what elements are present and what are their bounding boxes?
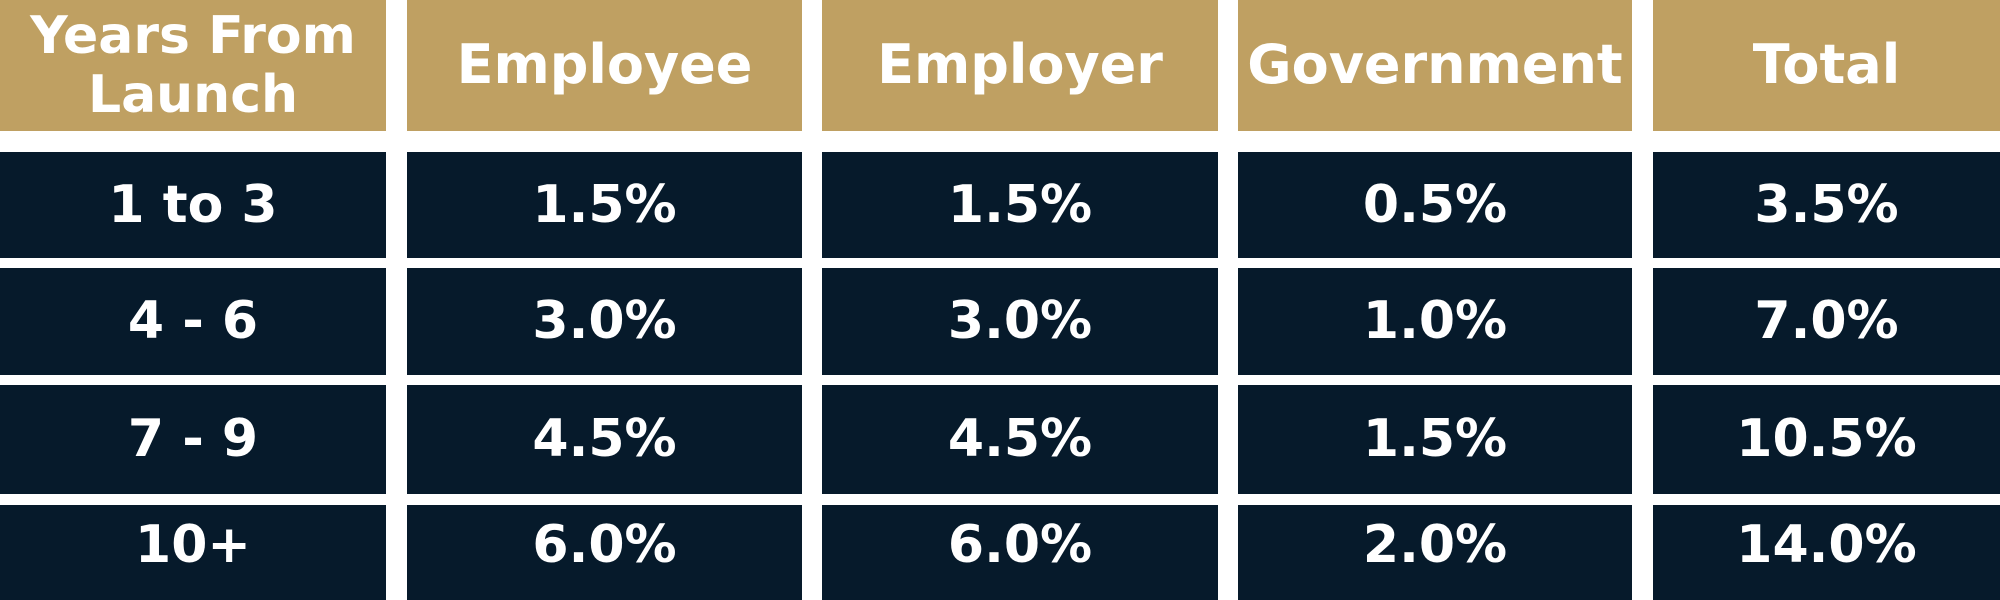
cell-row4-total-col: 14.0% xyxy=(1653,505,2000,600)
cell-row4-employee-col: 6.0% xyxy=(407,505,802,600)
header-employer-col: Employer xyxy=(822,0,1218,131)
header-employee-col: Employee xyxy=(407,0,802,131)
cell-row2-total-col: 7.0% xyxy=(1653,268,2000,375)
cell-row3-employer-col: 4.5% xyxy=(822,385,1218,494)
cell-row3-total-col: 10.5% xyxy=(1653,385,2000,494)
header-government-col: Government xyxy=(1238,0,1632,131)
header-total-col: Total xyxy=(1653,0,2000,131)
cell-row4-employer-col: 6.0% xyxy=(822,505,1218,600)
cell-row1-employer-col: 1.5% xyxy=(822,152,1218,258)
cell-row2-government-col: 1.0% xyxy=(1238,268,1632,375)
cell-row2-employer-col: 3.0% xyxy=(822,268,1218,375)
cell-row1-government-col: 0.5% xyxy=(1238,152,1632,258)
cell-row4-years-col: 10+ xyxy=(0,505,386,600)
cell-row3-government-col: 1.5% xyxy=(1238,385,1632,494)
cell-row2-employee-col: 3.0% xyxy=(407,268,802,375)
cell-row1-total-col: 3.5% xyxy=(1653,152,2000,258)
cell-row4-government-col: 2.0% xyxy=(1238,505,1632,600)
cell-row3-years-col: 7 - 9 xyxy=(0,385,386,494)
header-years-col: Years From Launch xyxy=(0,0,386,131)
cell-row1-employee-col: 1.5% xyxy=(407,152,802,258)
cell-row3-employee-col: 4.5% xyxy=(407,385,802,494)
cell-row1-years-col: 1 to 3 xyxy=(0,152,386,258)
cell-row2-years-col: 4 - 6 xyxy=(0,268,386,375)
